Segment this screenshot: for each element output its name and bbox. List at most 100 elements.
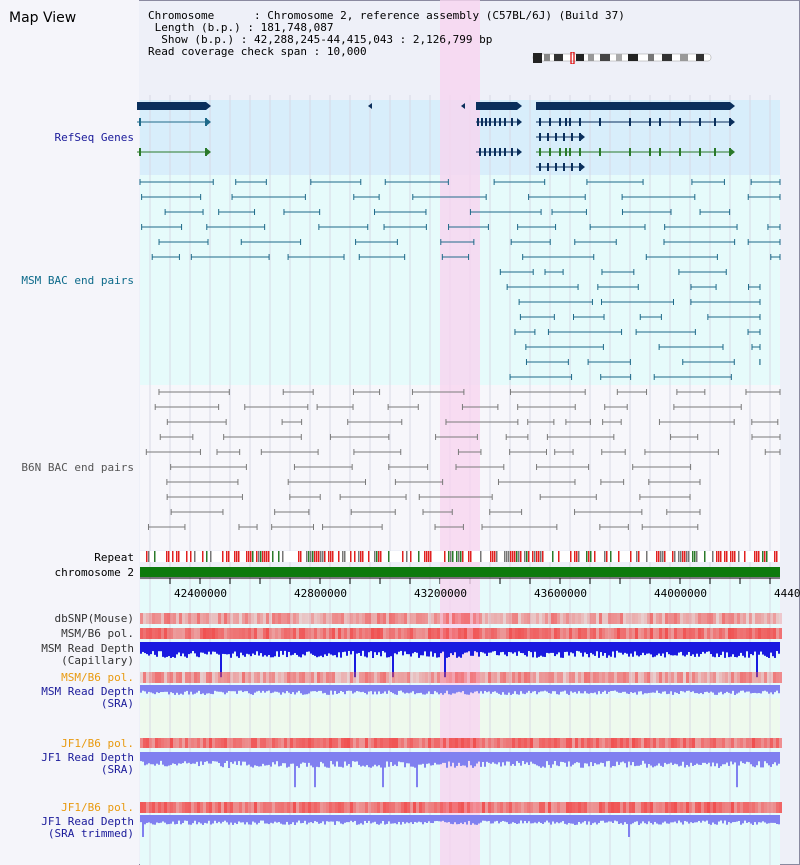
read-depth-bar [442, 815, 444, 821]
polymorphism-heat-cell [401, 613, 404, 624]
read-depth-bar [776, 642, 778, 652]
polymorphism-heat-cell [614, 628, 617, 639]
polymorphism-heat-cell [287, 613, 290, 624]
polymorphism-heat-cell [176, 613, 179, 624]
read-depth-bar [410, 815, 412, 823]
read-depth-bar [418, 642, 420, 658]
read-depth-bar [346, 685, 348, 691]
track-label-dbsnp[interactable]: dbSNP(Mouse) [54, 612, 134, 625]
repeat-element [774, 551, 776, 562]
polymorphism-heat-cell [155, 738, 158, 748]
read-depth-bar [354, 685, 356, 693]
read-depth-bar [330, 752, 332, 761]
polymorphism-heat-cell [236, 628, 239, 639]
track-label-msm-read-capillary[interactable]: MSM Read Depth (Capillary) [0, 643, 134, 667]
read-depth-bar [474, 752, 476, 767]
track-label-jf1-read-sra[interactable]: JF1 Read Depth (SRA) [0, 752, 134, 776]
read-depth-bar [506, 685, 508, 695]
read-depth-bar [596, 685, 598, 695]
polymorphism-heat-cell [185, 613, 188, 624]
polymorphism-heat-cell [299, 628, 302, 639]
read-depth-bar [324, 815, 326, 825]
polymorphism-heat-cell [248, 672, 251, 683]
read-depth-bar [760, 815, 762, 823]
repeat-element [272, 551, 274, 562]
polymorphism-heat-cell [743, 628, 746, 639]
polymorphism-heat-cell [692, 802, 695, 813]
read-depth-bar [434, 685, 436, 692]
polymorphism-heat-cell [752, 738, 755, 748]
polymorphism-heat-cell [467, 628, 470, 639]
polymorphism-heat-cell [497, 628, 500, 639]
read-depth-bar [170, 685, 172, 693]
polymorphism-heat-cell [389, 672, 392, 683]
polymorphism-heat-cell [242, 672, 245, 683]
track-label-jf1-read-trimmed[interactable]: JF1 Read Depth (SRA trimmed) [0, 816, 134, 840]
polymorphism-heat-cell [674, 628, 677, 639]
polymorphism-heat-cell [275, 738, 278, 748]
polymorphism-heat-cell [356, 802, 359, 813]
track-label-chromosome[interactable]: chromosome 2 [54, 566, 134, 579]
read-depth-bar [466, 752, 468, 768]
track-label-b6n-bac[interactable]: B6N BAC end pairs [21, 461, 134, 474]
polymorphism-heat-cell [767, 672, 770, 683]
polymorphism-heat-cell [731, 802, 734, 813]
repeat-element [604, 551, 606, 562]
polymorphism-heat-cell [527, 672, 530, 683]
read-depth-bar [534, 815, 536, 823]
track-label-msm-b6-pol-2[interactable]: MSM/B6 pol. [61, 671, 134, 684]
polymorphism-heat-cell [719, 628, 722, 639]
read-depth-bar [352, 752, 354, 762]
read-depth-bar [290, 642, 292, 656]
polymorphism-heat-cell [410, 613, 413, 624]
polymorphism-heat-cell [707, 672, 710, 683]
polymorphism-heat-cell [275, 802, 278, 813]
read-depth-bar [406, 752, 408, 764]
read-depth-bar [684, 752, 686, 768]
polymorphism-heat-cell [287, 802, 290, 813]
read-depth-bar [146, 752, 148, 765]
track-label-jf1-pol-2[interactable]: JF1/B6 pol. [61, 801, 134, 814]
read-depth-bar [584, 642, 586, 653]
polymorphism-heat-cell [533, 802, 536, 813]
polymorphism-heat-cell [272, 738, 275, 748]
read-depth-bar [238, 752, 240, 762]
polymorphism-heat-cell [668, 628, 671, 639]
read-depth-bar [284, 685, 286, 694]
read-depth-bar [178, 815, 180, 821]
polymorphism-heat-cell [668, 738, 671, 748]
polymorphism-heat-cell [659, 738, 662, 748]
polymorphism-heat-cell [287, 672, 290, 683]
read-depth-bar [378, 685, 380, 692]
track-label-refseq[interactable]: RefSeq Genes [54, 131, 134, 144]
read-depth-bar [308, 815, 310, 823]
read-depth-bar [666, 815, 668, 824]
polymorphism-heat-cell [206, 628, 209, 639]
polymorphism-heat-cell [389, 738, 392, 748]
read-depth-bar [294, 752, 296, 788]
chromosome-ideogram[interactable] [530, 52, 715, 64]
track-label-msm-bac[interactable]: MSM BAC end pairs [21, 274, 134, 287]
track-label-msm-b6-pol-1[interactable]: MSM/B6 pol. [61, 627, 134, 640]
read-depth-bar [732, 752, 734, 765]
track-label-msm-read-sra[interactable]: MSM Read Depth (SRA) [0, 686, 134, 710]
track-label-repeat[interactable]: Repeat [94, 551, 134, 564]
polymorphism-heat-cell [737, 802, 740, 813]
read-depth-bar [750, 642, 752, 655]
repeat-element [306, 551, 308, 562]
read-depth-bar [754, 685, 756, 693]
read-depth-bar [288, 685, 290, 693]
polymorphism-heat-cell [548, 802, 551, 813]
read-depth-bar [570, 752, 572, 767]
polymorphism-heat-cell [218, 628, 221, 639]
polymorphism-heat-cell [212, 613, 215, 624]
polymorphism-heat-cell [443, 738, 446, 748]
polymorphism-heat-cell [548, 628, 551, 639]
polymorphism-heat-cell [743, 738, 746, 748]
track-label-jf1-pol-1[interactable]: JF1/B6 pol. [61, 737, 134, 750]
polymorphism-heat-cell [290, 628, 293, 639]
read-depth-bar [430, 752, 432, 766]
read-depth-bar [268, 642, 270, 656]
read-depth-bar [298, 642, 300, 657]
